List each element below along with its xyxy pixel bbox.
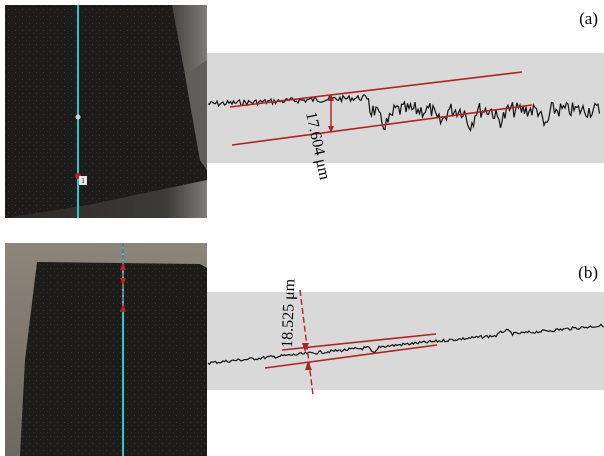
measurement-label: 18.525 μm: [279, 278, 298, 348]
marker-label: 1: [81, 177, 85, 185]
profile-a: 17.604 μm: [207, 53, 604, 182]
figure: 1 17.604 μm (a) 18.525 μm (b): [0, 0, 604, 456]
panel-label: (b): [578, 263, 598, 282]
panel-label: (a): [579, 9, 598, 28]
profile-b: 18.525 μm: [207, 278, 604, 395]
profile-background: [207, 292, 604, 390]
micrograph-a: 1: [5, 5, 207, 218]
sample-surface: [20, 262, 207, 456]
page: {"panels": [ {"label": "(a)", "measureme…: [0, 0, 604, 456]
micrograph-b: [5, 243, 207, 456]
sample-surface: [5, 5, 207, 218]
scan-point: [76, 115, 81, 120]
